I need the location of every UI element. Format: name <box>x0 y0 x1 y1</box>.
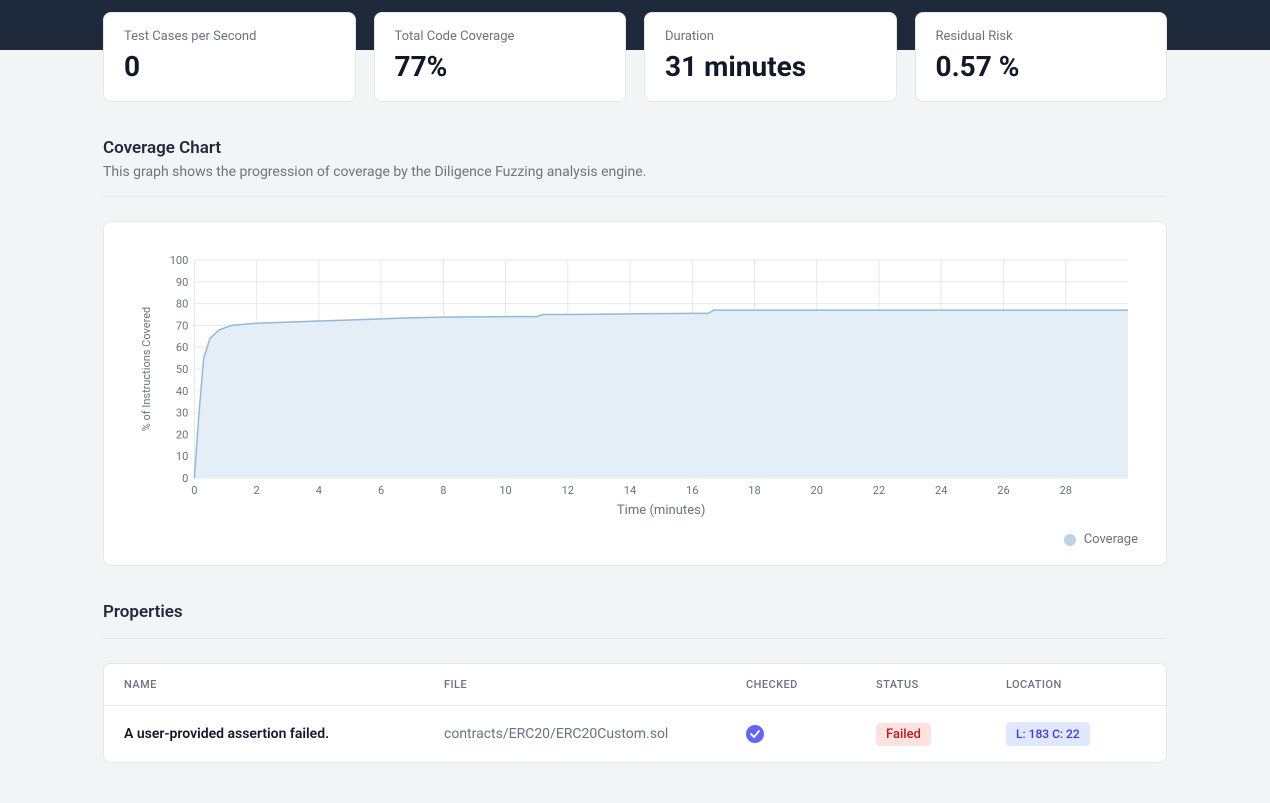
svg-text:18: 18 <box>748 484 760 497</box>
metric-value: 0 <box>124 50 335 83</box>
svg-text:50: 50 <box>176 363 188 376</box>
col-file: FILE <box>444 678 746 691</box>
cell-status: Failed <box>876 723 1006 746</box>
svg-text:0: 0 <box>191 484 197 497</box>
col-checked: CHECKED <box>746 678 876 691</box>
section-title: Properties <box>103 602 1167 622</box>
metric-label: Test Cases per Second <box>124 29 335 44</box>
chart-legend: Coverage <box>132 532 1138 547</box>
svg-text:14: 14 <box>624 484 636 497</box>
cell-location: L: 183 C: 22 <box>1006 722 1146 746</box>
location-badge[interactable]: L: 183 C: 22 <box>1006 722 1090 746</box>
metric-card-risk: Residual Risk 0.57 % <box>915 12 1168 102</box>
properties-section: Properties NAME FILE CHECKED STATUS LOCA… <box>103 602 1167 763</box>
svg-text:80: 80 <box>176 298 188 311</box>
col-name: NAME <box>124 678 444 691</box>
metric-label: Total Code Coverage <box>395 29 606 44</box>
svg-text:% of Instructions Covered: % of Instructions Covered <box>140 307 153 431</box>
coverage-chart-svg: 0102030405060708090100024681012141618202… <box>132 250 1138 520</box>
svg-text:10: 10 <box>499 484 511 497</box>
coverage-chart: 0102030405060708090100024681012141618202… <box>132 250 1138 524</box>
svg-text:10: 10 <box>176 450 188 463</box>
cell-checked <box>746 725 876 743</box>
metric-label: Duration <box>665 29 876 44</box>
metric-value: 31 minutes <box>665 50 876 83</box>
chart-card: 0102030405060708090100024681012141618202… <box>103 221 1167 566</box>
svg-text:26: 26 <box>997 484 1009 497</box>
metric-card-coverage: Total Code Coverage 77% <box>374 12 627 102</box>
svg-text:100: 100 <box>170 254 189 267</box>
svg-text:70: 70 <box>176 319 188 332</box>
svg-text:4: 4 <box>316 484 322 497</box>
table-header: NAME FILE CHECKED STATUS LOCATION <box>104 664 1166 706</box>
section-subtitle: This graph shows the progression of cove… <box>103 164 1167 180</box>
col-location: LOCATION <box>1006 678 1146 691</box>
cell-name: A user-provided assertion failed. <box>124 726 444 742</box>
table-row[interactable]: A user-provided assertion failed. contra… <box>104 706 1166 762</box>
svg-text:24: 24 <box>935 484 947 497</box>
svg-text:20: 20 <box>811 484 823 497</box>
section-title: Coverage Chart <box>103 138 1167 158</box>
svg-text:8: 8 <box>440 484 446 497</box>
metrics-row: Test Cases per Second 0 Total Code Cover… <box>103 12 1167 102</box>
metric-value: 77% <box>395 50 606 83</box>
status-badge: Failed <box>876 723 931 746</box>
divider <box>103 638 1167 639</box>
page-content: Test Cases per Second 0 Total Code Cover… <box>103 0 1167 803</box>
svg-text:60: 60 <box>176 341 188 354</box>
metric-card-tcps: Test Cases per Second 0 <box>103 12 356 102</box>
svg-text:20: 20 <box>176 428 188 441</box>
svg-text:28: 28 <box>1059 484 1071 497</box>
svg-text:16: 16 <box>686 484 698 497</box>
checkmark-icon <box>746 725 764 743</box>
metric-value: 0.57 % <box>936 50 1147 83</box>
legend-dot-icon <box>1064 534 1076 546</box>
svg-text:Time (minutes): Time (minutes) <box>617 503 706 518</box>
svg-text:30: 30 <box>176 407 188 420</box>
divider <box>103 196 1167 197</box>
legend-label: Coverage <box>1084 532 1138 547</box>
coverage-section: Coverage Chart This graph shows the prog… <box>103 138 1167 566</box>
svg-text:22: 22 <box>873 484 885 497</box>
svg-text:40: 40 <box>176 385 188 398</box>
metric-label: Residual Risk <box>936 29 1147 44</box>
svg-text:2: 2 <box>253 484 259 497</box>
svg-text:6: 6 <box>378 484 384 497</box>
cell-file: contracts/ERC20/ERC20Custom.sol <box>444 726 746 742</box>
svg-text:0: 0 <box>182 472 188 485</box>
properties-table: NAME FILE CHECKED STATUS LOCATION A user… <box>103 663 1167 763</box>
svg-text:90: 90 <box>176 276 188 289</box>
metric-card-duration: Duration 31 minutes <box>644 12 897 102</box>
svg-text:12: 12 <box>562 484 574 497</box>
col-status: STATUS <box>876 678 1006 691</box>
